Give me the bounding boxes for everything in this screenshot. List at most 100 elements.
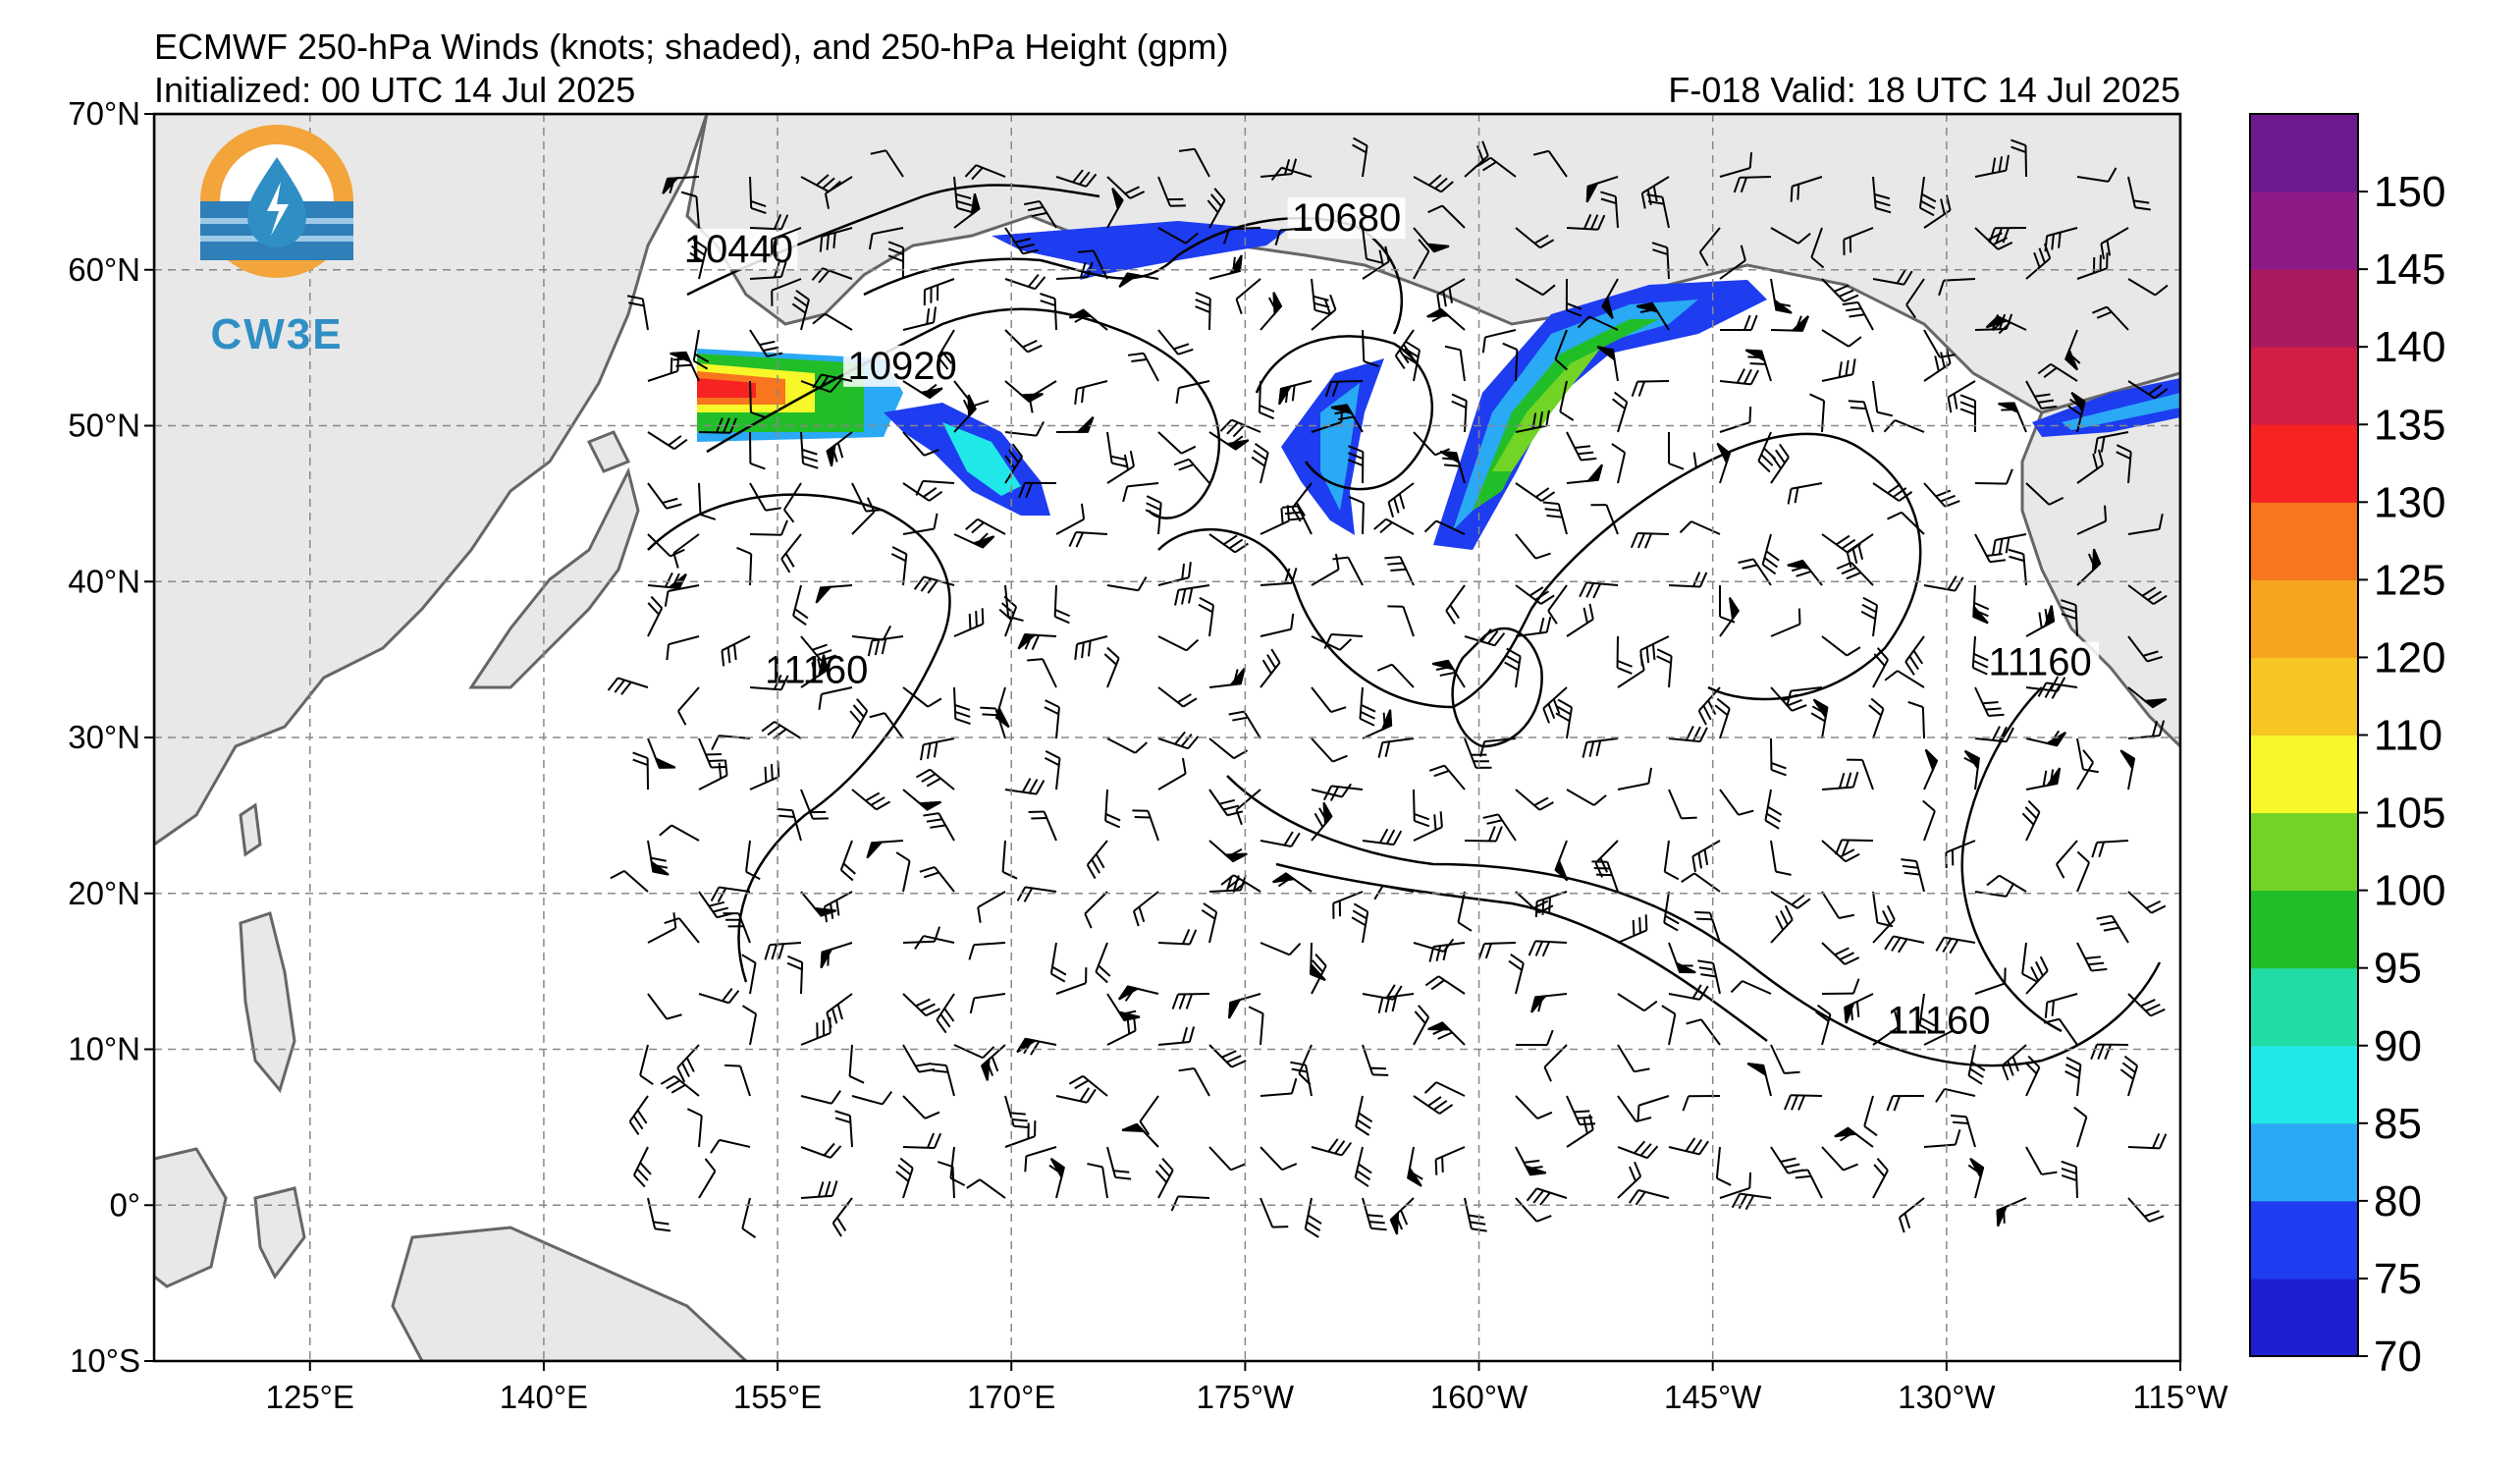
wind-barb bbox=[2001, 1044, 2027, 1081]
wind-barb bbox=[915, 479, 955, 496]
wind-barb bbox=[1974, 882, 2015, 898]
wind-barb bbox=[1547, 584, 1568, 625]
wind-barb bbox=[1971, 635, 1989, 676]
wind-barb bbox=[1998, 402, 2027, 433]
wind-barb bbox=[1582, 737, 1619, 758]
wind-barb bbox=[1024, 199, 1057, 229]
colorbar-segment bbox=[2250, 347, 2358, 425]
wind-barb bbox=[902, 1132, 942, 1149]
wind-barb bbox=[1198, 596, 1215, 637]
wind-barb bbox=[1656, 648, 1673, 688]
wind-barb bbox=[1004, 329, 1043, 354]
wind-barb bbox=[1668, 789, 1697, 820]
wind-barb bbox=[2127, 635, 2163, 663]
wind-barb bbox=[1959, 394, 1977, 433]
wind-barb bbox=[1087, 1163, 1108, 1199]
wind-barb bbox=[1413, 239, 1430, 280]
colorbar-segment bbox=[2250, 424, 2358, 503]
wind-barb bbox=[1413, 1095, 1454, 1115]
wind-barb bbox=[2011, 138, 2027, 178]
wind-barb bbox=[1697, 959, 1721, 995]
colorbar-label: 90 bbox=[2374, 1022, 2422, 1070]
wind-barb bbox=[1355, 1095, 1373, 1136]
wind-barb bbox=[953, 532, 995, 549]
wind-barb bbox=[2076, 167, 2118, 183]
wind-barb bbox=[868, 227, 904, 250]
wind-barb bbox=[1049, 942, 1067, 983]
wind-barb bbox=[1118, 272, 1159, 289]
wind-barb bbox=[710, 886, 751, 903]
wind-barb bbox=[1157, 635, 1200, 652]
wind-barb bbox=[1972, 584, 1990, 625]
wind-barb bbox=[2127, 891, 2167, 914]
wind-barb bbox=[1821, 278, 1859, 302]
logo-text: CW3E bbox=[210, 310, 343, 358]
colorbar-segment bbox=[2250, 1278, 2358, 1357]
wind-barb bbox=[628, 1095, 649, 1135]
wind-barb bbox=[610, 869, 649, 893]
wind-barb bbox=[777, 807, 802, 842]
wind-barb bbox=[1311, 686, 1347, 714]
wind-barb bbox=[1530, 993, 1568, 1013]
wind-barb bbox=[1770, 737, 1787, 777]
wind-barb bbox=[1566, 213, 1606, 231]
wind-barb bbox=[660, 1075, 700, 1097]
wind-barb bbox=[968, 942, 1006, 960]
wind-barb bbox=[800, 789, 829, 820]
wind-barb bbox=[1354, 1146, 1372, 1187]
wind-barb bbox=[1515, 1095, 1553, 1120]
wind-barb bbox=[1963, 749, 1980, 791]
wind-barb bbox=[2076, 449, 2105, 484]
wind-barb bbox=[1617, 914, 1648, 944]
wind-barb bbox=[1106, 993, 1141, 1022]
wind-barb bbox=[1770, 686, 1807, 712]
wind-barb bbox=[1423, 519, 1466, 535]
wind-barb bbox=[1413, 227, 1450, 253]
wind-barb bbox=[1901, 858, 1925, 893]
wind-barb bbox=[1868, 697, 1885, 739]
wind-barb bbox=[1719, 597, 1740, 637]
wind-barb bbox=[1413, 174, 1454, 193]
wind-barb bbox=[1482, 813, 1517, 842]
wind-barb bbox=[1938, 278, 1976, 297]
wind-barb bbox=[1770, 840, 1792, 876]
wind-barb bbox=[1055, 503, 1086, 535]
wind-barb bbox=[1515, 227, 1555, 249]
wind-barb bbox=[1532, 149, 1568, 178]
wind-barb bbox=[1445, 584, 1466, 625]
wind-barb bbox=[791, 289, 810, 331]
wind-barb bbox=[826, 431, 853, 467]
wind-barb bbox=[672, 533, 700, 569]
wind-barb bbox=[851, 497, 876, 535]
wind-barb bbox=[1746, 1063, 1772, 1097]
wind-barb bbox=[1528, 940, 1568, 957]
wind-barb bbox=[953, 394, 977, 433]
wind-barb bbox=[1836, 561, 1874, 586]
wind-barb bbox=[1432, 659, 1466, 688]
wind-barb bbox=[1457, 891, 1473, 932]
wind-barb bbox=[1347, 445, 1365, 484]
wind-barb bbox=[936, 993, 955, 1034]
wind-barb bbox=[1770, 227, 1811, 245]
wind-barb bbox=[1045, 750, 1061, 791]
wind-barb bbox=[1887, 511, 1925, 535]
wind-barb bbox=[1821, 771, 1859, 791]
wind-barb bbox=[1208, 431, 1250, 451]
wind-barb bbox=[1611, 443, 1627, 484]
wind-barb bbox=[2024, 1055, 2041, 1097]
lon-tick-label: 175°W bbox=[1197, 1379, 1295, 1415]
wind-barb bbox=[698, 1158, 717, 1199]
init-time: Initialized: 00 UTC 14 Jul 2025 bbox=[154, 70, 635, 110]
wind-barb bbox=[1923, 348, 1952, 382]
wind-barb bbox=[1719, 314, 1758, 332]
wind-barb bbox=[1389, 1197, 1415, 1235]
wind-barb bbox=[800, 1090, 841, 1105]
wind-barb bbox=[1476, 156, 1517, 178]
wind-barb bbox=[1174, 584, 1210, 606]
wind-barb bbox=[1904, 635, 1925, 676]
wind-barb bbox=[626, 295, 649, 331]
wind-barb bbox=[2044, 993, 2078, 1018]
wind-barb bbox=[2021, 942, 2037, 983]
wind-barb bbox=[1413, 1005, 1430, 1046]
colorbar: 70 75 80 85 90 95 100 105 110 120 125 130 135 140 145 1… bbox=[2249, 113, 2445, 1381]
